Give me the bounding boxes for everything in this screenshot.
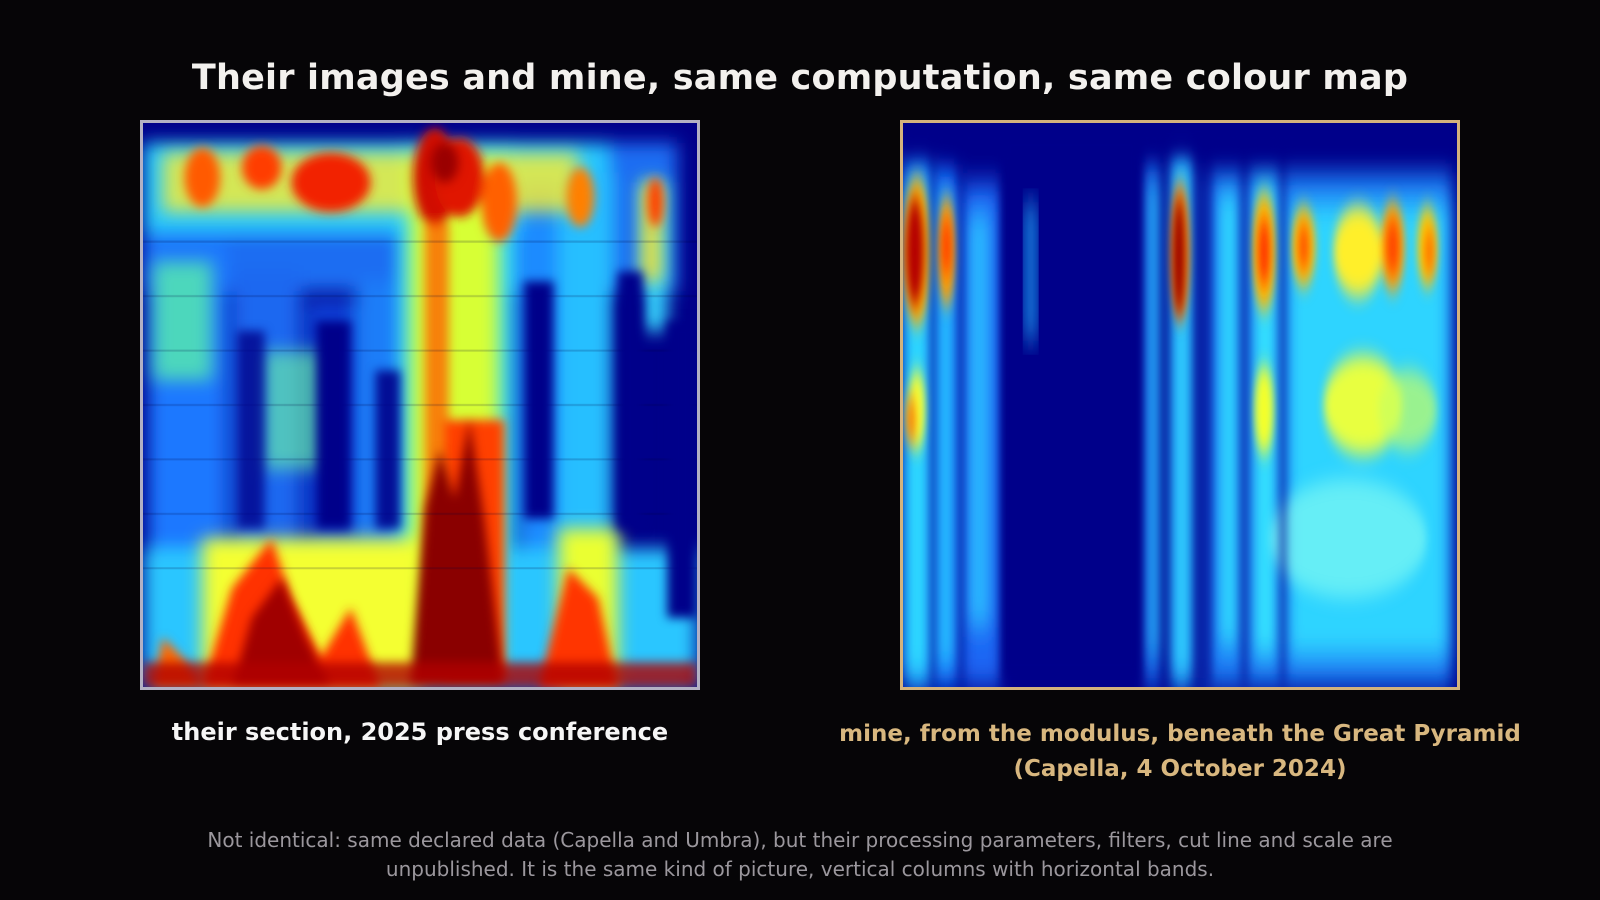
- footnote: Not identical: same declared data (Capel…: [150, 826, 1450, 884]
- right-caption-line1: mine, from the modulus, beneath the Grea…: [839, 721, 1521, 747]
- right-caption: mine, from the modulus, beneath the Grea…: [810, 717, 1550, 787]
- footnote-line2: unpublished. It is the same kind of pict…: [385, 857, 1215, 881]
- footnote-line1: Not identical: same declared data (Capel…: [207, 828, 1393, 852]
- right-caption-line2: (Capella, 4 October 2024): [1013, 756, 1347, 782]
- left-caption: their section, 2025 press conference: [171, 718, 669, 746]
- slide-title: Their images and mine, same computation,…: [191, 58, 1409, 98]
- their-section-image: [140, 120, 700, 690]
- my-modulus-image: [900, 120, 1460, 690]
